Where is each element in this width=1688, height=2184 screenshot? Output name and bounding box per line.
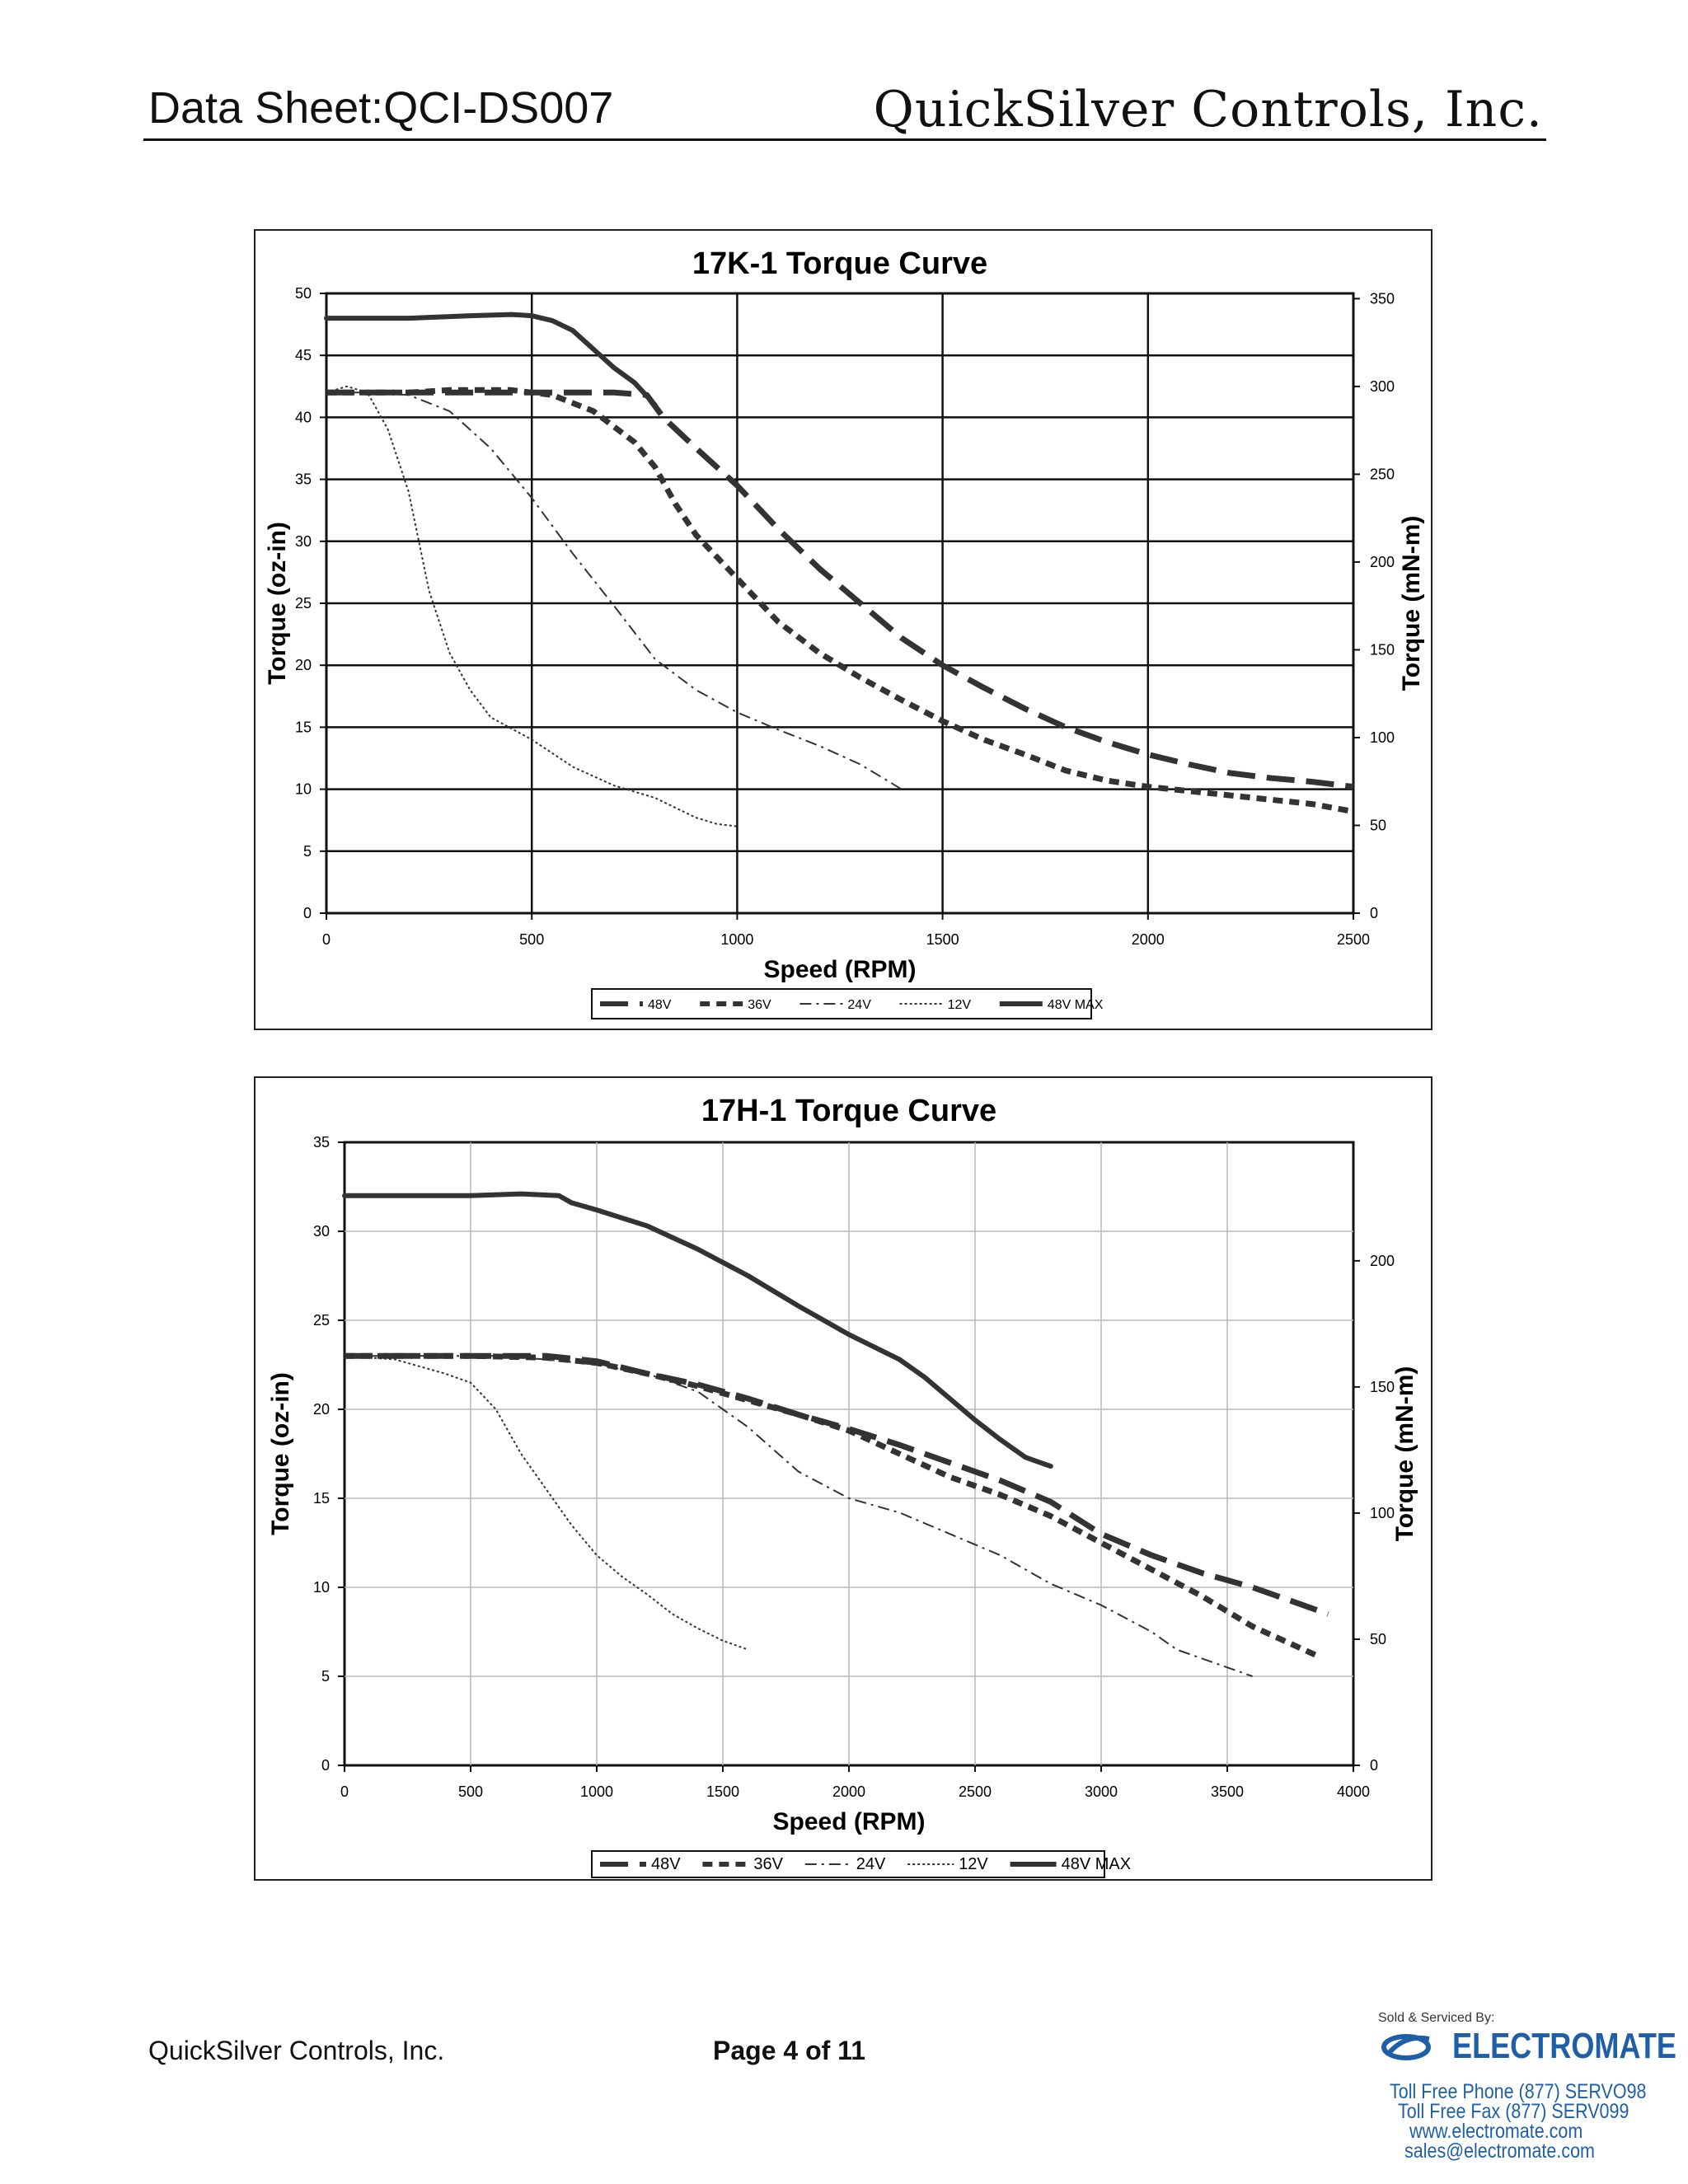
electromate-phone: Toll Free Phone (877) SERVO98	[1390, 2080, 1647, 2103]
chart1-series-24v	[326, 391, 903, 790]
chart2-y2tick-label: 150	[1370, 1379, 1395, 1395]
chart1-y2tick-label: 0	[1370, 905, 1378, 921]
chart1-xtick-label: 1000	[720, 931, 753, 948]
chart2-ytick-label: 30	[313, 1223, 330, 1240]
chart2-ytick-label: 25	[313, 1312, 330, 1329]
chart1-y2label: Torque (mN-m)	[1398, 516, 1425, 691]
chart1-ytick-label: 15	[295, 719, 312, 735]
chart1-xtick-label: 2500	[1337, 931, 1370, 948]
chart1-y2tick-label: 150	[1370, 641, 1395, 658]
chart2-ytick-label: 15	[313, 1490, 330, 1507]
chart2-xtick-label: 2500	[959, 1783, 992, 1800]
chart2-y2tick-label: 50	[1370, 1631, 1386, 1647]
chart2-xlabel: Speed (RPM)	[772, 1808, 925, 1835]
chart1-y2tick-label: 100	[1370, 729, 1395, 746]
chart2-legend-label: 12V	[959, 1855, 988, 1873]
chart2-legend-label: 36V	[753, 1855, 783, 1873]
chart1-ytick-label: 0	[303, 905, 312, 921]
chart1-y2tick-label: 250	[1370, 466, 1395, 482]
chart2-ytick-label: 20	[313, 1401, 330, 1418]
chart2-ytick-label: 35	[313, 1134, 330, 1151]
chart2-series-24v	[345, 1355, 1253, 1677]
chart2-series-48v-max	[342, 1191, 1053, 1469]
chart1-xtick-label: 2000	[1132, 931, 1165, 948]
chart1-xlabel: Speed (RPM)	[763, 956, 916, 983]
header-doc-id: Data Sheet:QCI-DS007	[148, 83, 614, 133]
chart1-ytick-label: 50	[295, 285, 312, 302]
header-company: QuickSilver Controls, Inc.	[873, 81, 1543, 138]
chart1-legend-label: 48V MAX	[1048, 998, 1104, 1012]
chart2-xtick-label: 1500	[706, 1783, 739, 1800]
chart1-ytick-label: 10	[295, 781, 312, 798]
chart1-xtick-label: 1500	[926, 931, 959, 948]
chart1-ytick-label: 25	[295, 595, 312, 612]
chart1-ytick-label: 35	[295, 471, 312, 488]
chart1-y2tick-label: 50	[1370, 817, 1386, 833]
chart1-title: 17K-1 Torque Curve	[692, 246, 987, 281]
chart2-series-12v	[344, 1355, 748, 1651]
electromate-fax: Toll Free Fax (877) SERV099	[1398, 2100, 1629, 2123]
chart2-legend-label: 24V	[856, 1855, 886, 1873]
chart2-legend-label: 48V	[651, 1855, 681, 1873]
chart2-y2tick-label: 200	[1370, 1253, 1395, 1269]
chart2-series-48v	[345, 1352, 1329, 1617]
chart2-ylabel: Torque (oz-in)	[267, 1372, 294, 1535]
chart2-y2tick-label: 0	[1370, 1757, 1378, 1774]
chart1-ytick-label: 40	[295, 409, 312, 425]
chart2-legend: 48V 36V 24V 12V 48V MAX	[591, 1850, 1131, 1878]
chart1-series-48v-max	[324, 312, 658, 408]
chart1-legend-label: 48V	[648, 998, 672, 1012]
chart2-y2tick-label: 100	[1370, 1505, 1395, 1521]
header-rule	[143, 138, 1546, 141]
chart2-series-36v	[345, 1352, 1317, 1658]
chart1-ytick-label: 30	[295, 533, 312, 550]
chart2-xtick-label: 3000	[1085, 1783, 1118, 1800]
chart1-xtick-label: 0	[322, 931, 331, 948]
chart2-legend-label: 48V MAX	[1062, 1855, 1131, 1873]
chart-17h1: 17H-1 Torque Curve 0 5 10 15 20 25 30 35 0 500 1000…	[254, 1076, 1432, 1881]
electromate-email: sales@electromate.com	[1404, 2139, 1595, 2163]
chart1-xtick-label: 500	[519, 931, 544, 948]
chart2-xtick-label: 500	[458, 1783, 483, 1800]
chart2-xtick-label: 2000	[832, 1783, 865, 1800]
electromate-web: www.electromate.com	[1409, 2120, 1583, 2143]
chart2-title: 17H-1 Torque Curve	[701, 1094, 996, 1128]
chart1-series-48v	[326, 389, 1354, 790]
chart1-y2tick-label: 350	[1370, 290, 1395, 307]
chart2-y2label: Torque (mN-m)	[1391, 1366, 1418, 1542]
chart1-ylabel: Torque (oz-in)	[264, 522, 291, 685]
chart2-legend-box	[591, 1850, 1105, 1878]
chart1-ytick-label: 5	[303, 843, 312, 860]
chart-17k1: 17K-1 Torque Curve 0 5 10 15 20 25 30 35 40 45 50 0 5…	[254, 229, 1432, 1030]
sold-by-label: Sold & Serviced By:	[1378, 2011, 1495, 2025]
electromate-brand: ELECTROMATE	[1452, 2026, 1676, 2066]
chart2-ytick-label: 5	[321, 1668, 330, 1685]
chart1-ytick-label: 45	[295, 347, 312, 363]
electromate-logo-icon	[1381, 2034, 1431, 2060]
chart1-legend: 48V 36V 24V 12V 48V MAX	[591, 988, 1104, 1019]
chart1-legend-label: 12V	[948, 998, 972, 1012]
chart2-xtick-label: 0	[340, 1783, 349, 1800]
footer-company: QuickSilver Controls, Inc.	[148, 2036, 445, 2065]
chart1-ytick-label: 20	[295, 657, 312, 673]
chart2-xtick-label: 4000	[1337, 1783, 1370, 1800]
chart1-series-36v	[326, 387, 1354, 815]
chart1-y2tick-label: 200	[1370, 554, 1395, 570]
chart2-ytick-label: 10	[313, 1579, 330, 1596]
chart1-series-12v	[326, 385, 738, 827]
chart2-xtick-label: 3500	[1211, 1783, 1244, 1800]
chart1-y2tick-label: 300	[1370, 378, 1395, 395]
chart2-xtick-label: 1000	[580, 1783, 613, 1800]
chart1-legend-label: 36V	[748, 998, 771, 1012]
chart2-ytick-label: 0	[321, 1757, 330, 1774]
chart1-legend-label: 24V	[847, 998, 871, 1012]
footer-page-number: Page 4 of 11	[713, 2036, 865, 2065]
